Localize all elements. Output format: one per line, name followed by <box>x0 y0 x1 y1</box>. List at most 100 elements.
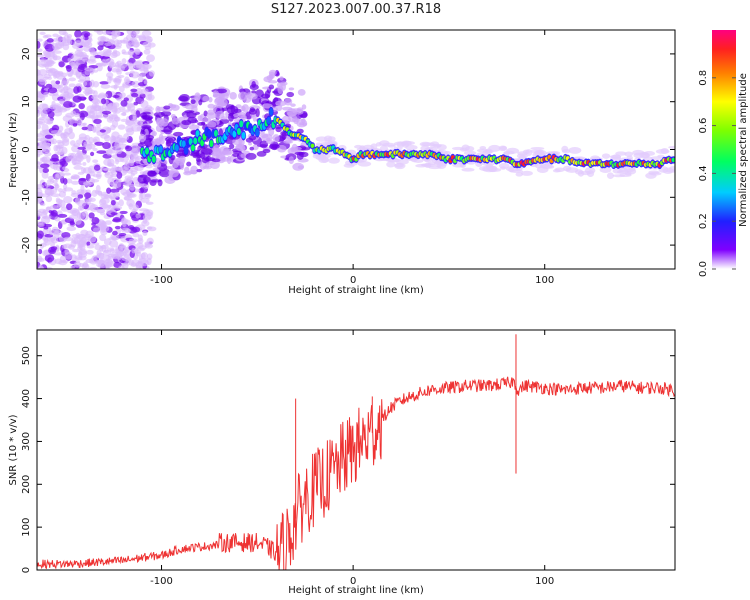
spectral-blob <box>127 49 135 56</box>
spectral-blob <box>232 152 240 157</box>
spectral-blob <box>401 140 412 147</box>
spectral-blob <box>299 147 311 151</box>
spectral-blob <box>64 251 73 260</box>
spectral-blob <box>52 163 58 171</box>
spectral-blob <box>43 91 50 96</box>
spectral-blob <box>63 172 71 176</box>
spectral-blob <box>245 152 257 160</box>
spectral-blob <box>170 114 176 119</box>
spectral-blob <box>66 203 73 211</box>
spectral-blob <box>606 172 614 179</box>
spectral-blob <box>145 201 154 205</box>
spectral-blob <box>213 144 220 153</box>
spectral-blob <box>39 92 44 100</box>
spectral-blob <box>612 168 623 174</box>
spectral-blob <box>105 58 115 66</box>
spectral-blob <box>283 140 294 144</box>
spectral-blob <box>94 115 104 119</box>
spectral-blob <box>110 114 119 120</box>
peak-mark <box>310 143 315 148</box>
spectral-blob <box>57 213 68 218</box>
spectral-blob <box>266 75 274 81</box>
spectral-blob <box>129 71 140 79</box>
spectral-blob <box>84 69 91 76</box>
spectral-blob <box>93 118 102 125</box>
spectral-blob <box>80 34 85 43</box>
y-tick-label: 10 <box>21 95 32 108</box>
spectral-blob <box>117 62 128 69</box>
x-tick-label: 100 <box>535 275 554 286</box>
spectral-blob <box>72 95 82 103</box>
spectral-blob <box>248 142 253 146</box>
spectral-blob <box>133 48 141 54</box>
spectral-blob <box>102 30 113 35</box>
spectral-blob <box>67 57 72 63</box>
spectral-blob <box>118 199 124 207</box>
spectral-blob <box>288 87 295 91</box>
spectral-blob <box>184 166 190 174</box>
spectral-blob <box>155 117 165 127</box>
spectral-blob <box>82 161 87 166</box>
spectral-blob <box>85 230 94 238</box>
spectral-blob <box>85 76 91 82</box>
peak-mark <box>255 129 260 137</box>
spectral-blob <box>68 126 73 133</box>
spectral-blob <box>424 162 432 169</box>
spectral-blob <box>108 76 114 81</box>
y-tick-label: 20 <box>21 48 32 61</box>
spectral-blob <box>91 222 96 226</box>
spectral-blob <box>206 112 217 119</box>
spectral-blob <box>84 33 89 38</box>
figure-title: S127.2023.007.00.37.R18 <box>271 2 441 17</box>
spectral-blob <box>137 234 143 242</box>
spectrogram-y-ticks: -20 -10 0 10 20 <box>21 48 675 253</box>
spectral-blob <box>110 31 116 36</box>
spectral-blob <box>261 93 270 99</box>
spectral-blob <box>80 41 90 47</box>
spectral-blob <box>40 59 46 67</box>
spectral-blob <box>71 53 81 62</box>
spectral-blob <box>48 246 57 255</box>
spectral-blob <box>110 200 116 206</box>
spectral-blob <box>58 99 65 105</box>
snr-y-axis-label: SNR (10 * v/v) <box>8 414 19 485</box>
peak-mark <box>239 120 244 128</box>
spectral-blob <box>405 144 418 151</box>
spectral-blob <box>291 143 298 153</box>
spectral-blob <box>37 266 45 269</box>
spectral-blob <box>141 125 152 129</box>
spectral-blob <box>100 35 107 43</box>
spectral-blob <box>142 35 152 39</box>
spectral-blob <box>138 34 146 41</box>
spectral-blob <box>79 255 87 261</box>
spectral-blob <box>88 212 95 219</box>
y-tick-label: -10 <box>21 189 32 205</box>
spectral-blob <box>141 30 152 37</box>
spectral-blob <box>249 84 259 91</box>
spectral-blob <box>43 226 49 230</box>
colorbar-gradient <box>712 30 736 269</box>
spectral-blob <box>44 134 53 139</box>
spectral-blob <box>77 146 86 150</box>
spectral-blob <box>37 184 45 190</box>
spectral-blob <box>196 168 203 173</box>
spectral-blob <box>52 42 59 51</box>
spectral-blob <box>277 85 284 95</box>
spectral-blob <box>290 103 296 107</box>
spectral-blob <box>130 88 138 93</box>
spectral-blob <box>222 150 232 155</box>
spectral-blob <box>394 162 406 170</box>
spectral-blob <box>113 205 123 210</box>
spectral-blob <box>76 234 86 239</box>
spectral-blob <box>245 137 254 143</box>
spectral-blob <box>126 199 135 207</box>
spectral-blob <box>59 158 66 166</box>
spectral-blob <box>110 174 119 178</box>
spectral-blob <box>361 144 375 151</box>
spectral-blob <box>44 151 52 157</box>
spectral-blob <box>120 188 127 196</box>
spectral-blob <box>40 109 48 117</box>
spectral-blob <box>93 227 100 233</box>
spectral-blob <box>552 168 561 173</box>
spectral-blob <box>120 92 126 98</box>
